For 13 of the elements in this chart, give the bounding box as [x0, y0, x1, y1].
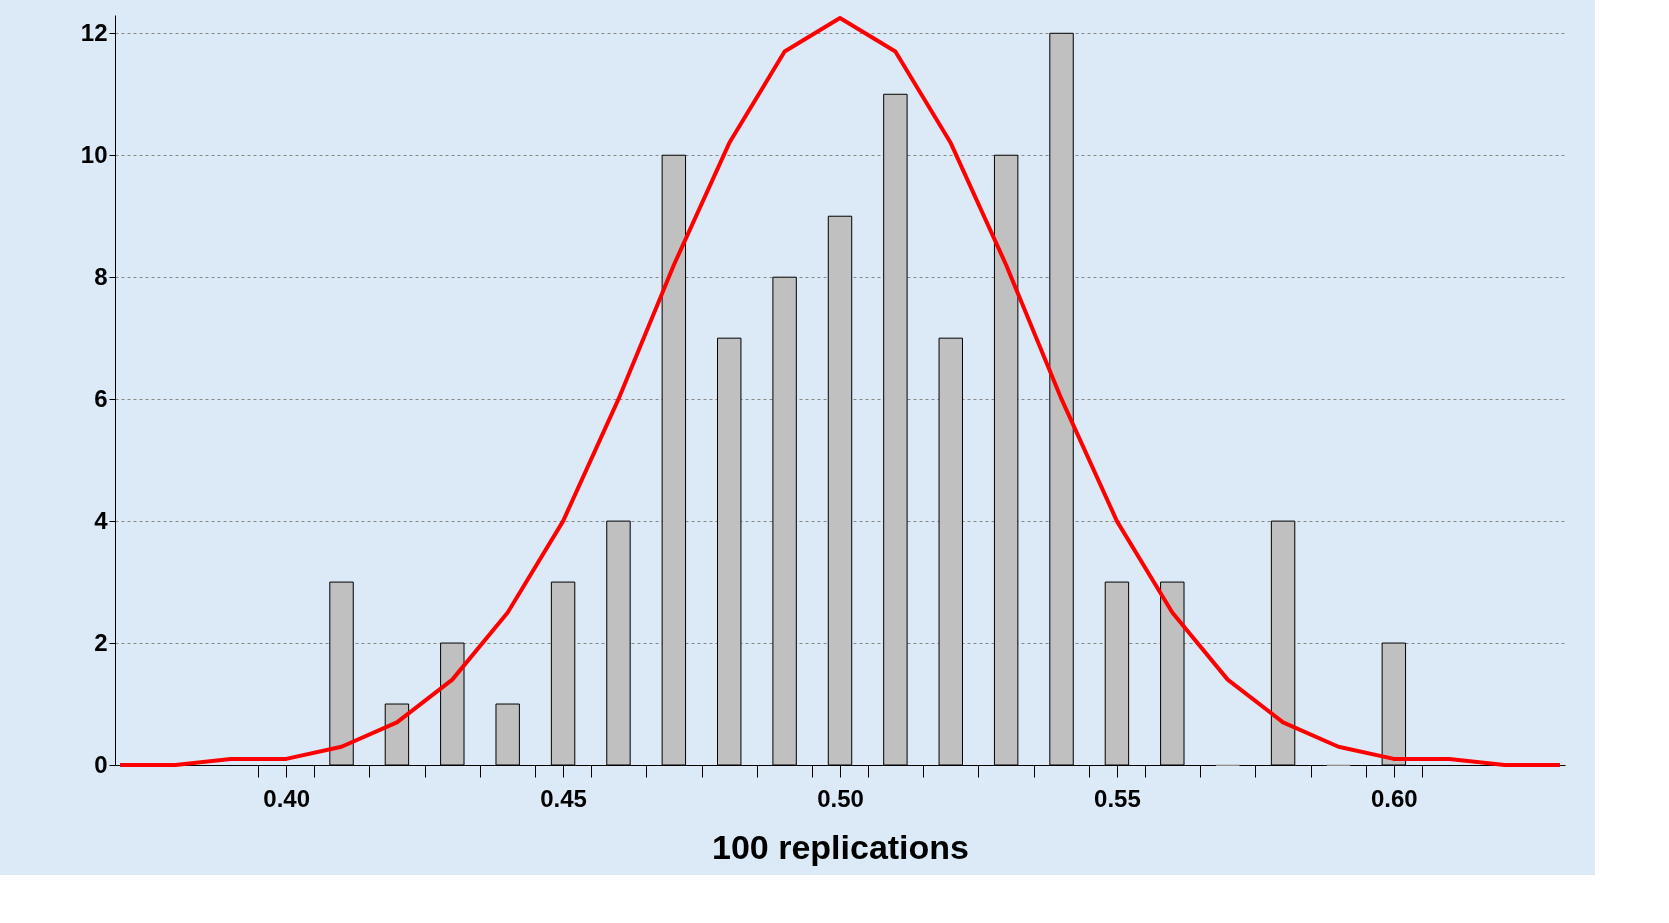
- x-tick-label: 0.40: [263, 784, 311, 812]
- y-tick-label: 12: [80, 18, 108, 46]
- y-tick-label: 4: [94, 506, 109, 534]
- x-tick-label: 0.60: [1370, 784, 1418, 812]
- x-axis-title: 100 replications: [711, 827, 970, 866]
- y-tick-label: 2: [94, 628, 108, 656]
- x-tick-label: 0.45: [540, 784, 587, 812]
- y-tick-label: 6: [94, 384, 108, 412]
- x-tick-label: 0.50: [817, 784, 864, 812]
- y-tick-label: 0: [94, 750, 108, 778]
- y-tick-label: 10: [80, 140, 108, 168]
- x-tick-label: 0.55: [1094, 784, 1141, 812]
- y-tick-label: 8: [94, 262, 108, 290]
